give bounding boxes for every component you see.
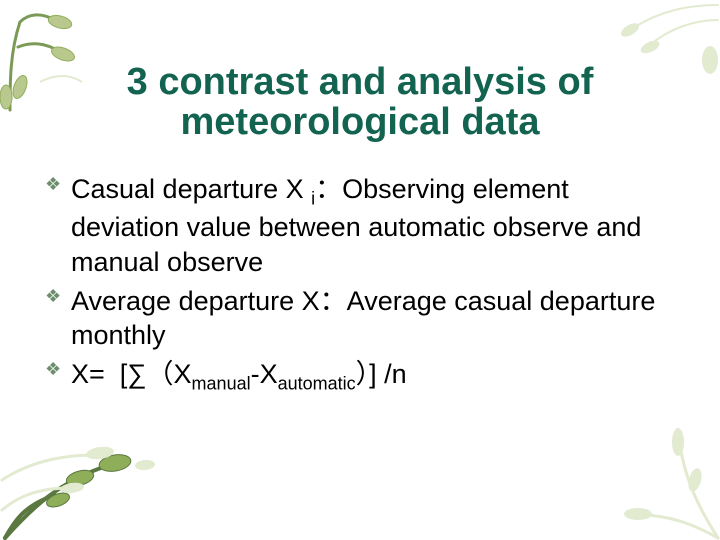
bullet-text: X= [∑（Xmanual-Xautomatic）] /n: [71, 359, 407, 389]
bullet-text: Average departure X：Average casual depar…: [71, 286, 655, 351]
bullet-item: ❖ Casual departure X i：Observing element…: [45, 172, 670, 280]
slide-body: ❖ Casual departure X i：Observing element…: [45, 172, 670, 399]
bullet-marker-icon: ❖: [45, 287, 61, 305]
ornament-top-left: [0, 2, 90, 112]
ornament-bottom-left: [0, 410, 200, 540]
bullet-item: ❖ Average departure X：Average casual dep…: [45, 284, 670, 353]
bullet-marker-icon: ❖: [45, 360, 61, 378]
title-line-1: 3 contrast and analysis of: [90, 63, 630, 103]
bullet-item: ❖ X= [∑（Xmanual-Xautomatic）] /n: [45, 357, 670, 395]
slide: 3 contrast and analysis of meteorologica…: [0, 0, 720, 540]
ornament-bottom-right: [600, 420, 720, 540]
bullet-text: Casual departure X i：Observing element d…: [71, 174, 641, 277]
slide-title: 3 contrast and analysis of meteorologica…: [90, 63, 630, 143]
bullet-marker-icon: ❖: [45, 175, 61, 193]
title-line-2: meteorological data: [90, 103, 630, 143]
